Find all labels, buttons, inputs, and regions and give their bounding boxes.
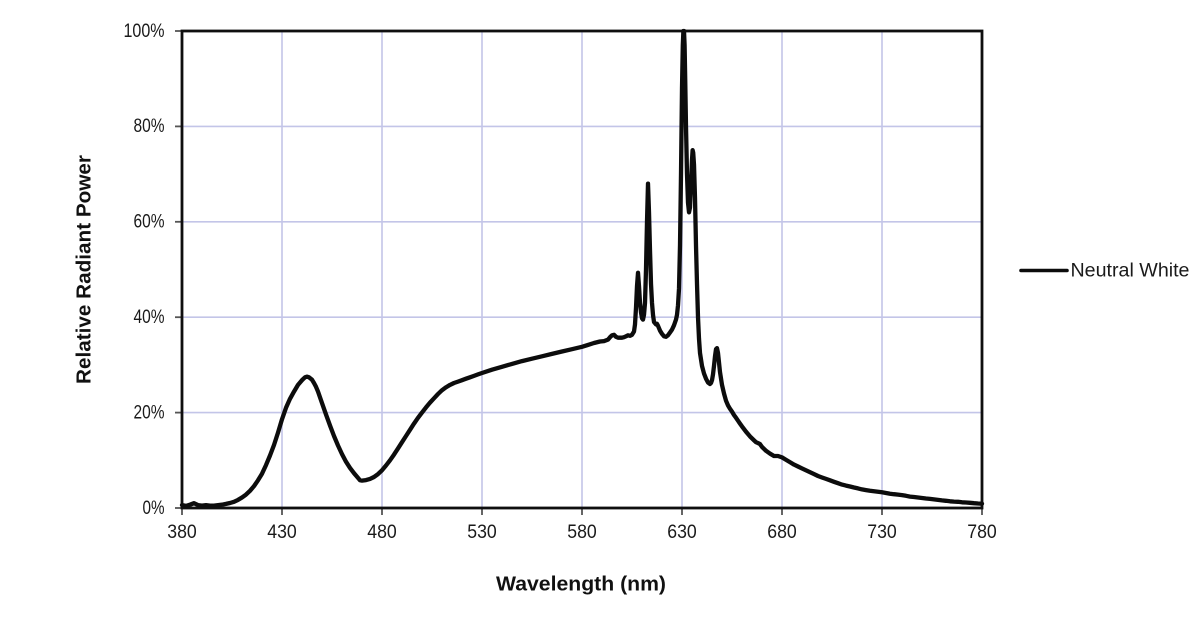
svg-text:480: 480 [367, 522, 397, 543]
svg-text:40%: 40% [134, 307, 165, 328]
svg-text:730: 730 [867, 522, 897, 543]
svg-text:Neutral White: Neutral White [1071, 261, 1190, 282]
svg-text:530: 530 [467, 522, 497, 543]
svg-text:380: 380 [167, 522, 197, 543]
svg-text:780: 780 [967, 522, 997, 543]
svg-text:Wavelength (nm): Wavelength (nm) [496, 574, 666, 596]
svg-text:430: 430 [267, 522, 297, 543]
svg-text:580: 580 [567, 522, 597, 543]
svg-text:0%: 0% [143, 498, 165, 519]
svg-text:20%: 20% [134, 402, 165, 423]
svg-text:630: 630 [667, 522, 697, 543]
svg-text:80%: 80% [134, 116, 165, 137]
svg-text:680: 680 [767, 522, 797, 543]
svg-text:100%: 100% [124, 21, 165, 42]
svg-text:Relative Radiant Power: Relative Radiant Power [74, 155, 96, 384]
svg-text:60%: 60% [134, 212, 165, 233]
